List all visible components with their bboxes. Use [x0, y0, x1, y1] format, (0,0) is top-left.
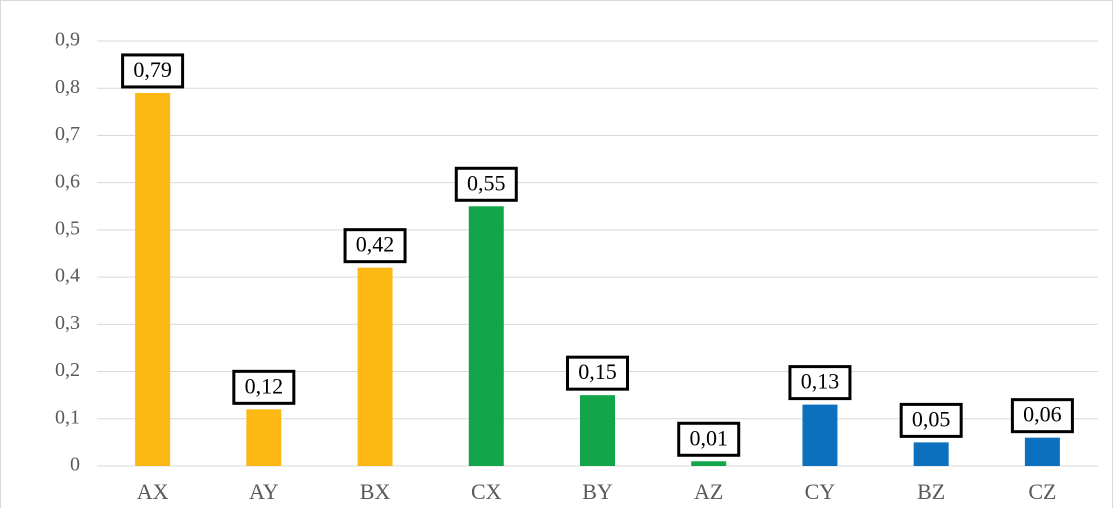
- y-tick-label: 0: [70, 454, 80, 476]
- y-tick-label: 0,4: [55, 265, 80, 287]
- value-label-box: [232, 369, 296, 405]
- bar: [246, 409, 282, 466]
- value-label: 0,55: [467, 170, 506, 195]
- y-tick-label: 0,8: [55, 76, 80, 98]
- bar: [135, 92, 171, 466]
- y-tick-label: 0,3: [55, 312, 80, 334]
- x-tick-label: CZ: [1028, 479, 1056, 504]
- value-label-box: [343, 228, 407, 264]
- x-tick-label: AX: [137, 479, 169, 504]
- value-label-box: [1010, 398, 1074, 434]
- bar: [1024, 437, 1060, 466]
- value-label-box: [899, 402, 963, 438]
- x-tick-label: BY: [582, 479, 613, 504]
- bar: [357, 267, 393, 466]
- x-tick-label: BZ: [917, 479, 945, 504]
- value-label: 0,06: [1023, 402, 1062, 427]
- value-label-box: [121, 53, 185, 89]
- value-label: 0,79: [133, 57, 172, 82]
- bar: [802, 404, 838, 466]
- value-label-box: [677, 421, 741, 457]
- bar: [913, 442, 949, 466]
- value-label: 0,05: [912, 406, 951, 431]
- y-tick-label: 0,9: [55, 29, 80, 51]
- bar: [468, 206, 504, 466]
- value-label-box: [788, 365, 852, 401]
- y-tick-label: 0,2: [55, 359, 80, 381]
- y-tick-label: 0,7: [55, 123, 80, 145]
- x-tick-label: AZ: [694, 479, 723, 504]
- value-label-box: [454, 166, 518, 202]
- bar: [580, 395, 615, 466]
- value-label: 0,01: [689, 425, 728, 450]
- x-tick-label: CY: [805, 479, 836, 504]
- y-tick-label: 0,5: [55, 217, 80, 239]
- value-label: 0,13: [801, 369, 840, 394]
- x-tick-label: BX: [360, 479, 391, 504]
- value-label: 0,42: [356, 232, 395, 257]
- bar: [691, 461, 727, 466]
- y-tick-label: 0,6: [55, 170, 80, 192]
- x-tick-label: AY: [249, 479, 279, 504]
- y-tick-label: 0,1: [55, 406, 80, 428]
- x-tick-label: CX: [471, 479, 502, 504]
- value-label: 0,15: [578, 359, 617, 384]
- value-label-box: [566, 355, 629, 391]
- value-label: 0,12: [245, 373, 284, 398]
